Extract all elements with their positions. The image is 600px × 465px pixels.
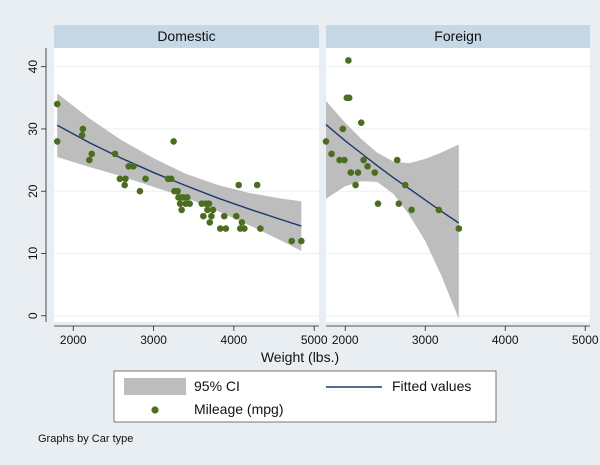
- data-point-domestic: [216, 225, 224, 232]
- data-point-foreign: [408, 206, 415, 214]
- data-point-domestic: [122, 175, 129, 183]
- data-point-domestic: [235, 181, 242, 189]
- fit-line-foreign: [325, 124, 460, 224]
- x-tick-label-foreign: 2000: [332, 333, 359, 347]
- data-point-foreign: [347, 169, 355, 176]
- data-point-domestic: [238, 219, 246, 226]
- legend-ci-label: 95% CI: [194, 378, 240, 394]
- data-point-foreign: [345, 94, 353, 102]
- x-axis-title: Weight (lbs.): [261, 349, 339, 365]
- fit-line-domestic: [56, 124, 302, 227]
- data-point-foreign: [339, 125, 347, 133]
- data-point-foreign: [435, 206, 443, 214]
- y-tick-label: 30: [26, 122, 40, 136]
- legend-points-label: Mileage (mpg): [194, 401, 283, 417]
- panel-header-domestic: [54, 25, 319, 48]
- data-point-foreign: [345, 57, 352, 64]
- data-point-foreign: [336, 156, 343, 164]
- legend-points-swatch: [151, 406, 159, 414]
- data-point-domestic: [121, 181, 128, 189]
- legend-ci-swatch: [124, 378, 186, 395]
- y-tick-label: 10: [26, 247, 40, 261]
- data-point-foreign: [322, 138, 330, 145]
- data-point-domestic: [78, 131, 86, 139]
- data-point-domestic: [130, 163, 137, 170]
- panels: Domestic Foreign: [53, 25, 590, 322]
- data-point-domestic: [200, 212, 207, 220]
- legend-fit-label: Fitted values: [392, 378, 471, 394]
- axes: 2000 3000 4000 5000 2000 3000 4000 5000 0 10 20 30 4…: [26, 48, 599, 347]
- data-point-foreign: [354, 169, 362, 176]
- data-point-domestic: [241, 225, 248, 232]
- data-point-domestic: [222, 225, 230, 232]
- data-point-foreign: [401, 181, 409, 189]
- data-point-foreign: [328, 150, 335, 158]
- data-point-domestic: [232, 212, 240, 220]
- data-point-domestic: [288, 237, 295, 245]
- graphs-by-note: Graphs by Car type: [38, 433, 133, 445]
- data-point-domestic: [176, 200, 184, 207]
- x-tick-label-foreign: 5000: [572, 333, 599, 347]
- data-point-domestic: [111, 150, 119, 158]
- data-point-foreign: [357, 119, 365, 127]
- data-point-domestic: [170, 138, 177, 145]
- data-point-domestic: [88, 150, 96, 158]
- data-point-foreign: [374, 200, 382, 207]
- data-point-domestic: [298, 237, 305, 245]
- y-tick-label: 40: [26, 60, 40, 74]
- x-tick-label-foreign: 3000: [412, 333, 439, 347]
- data-point-domestic: [125, 163, 132, 170]
- data-point-domestic: [184, 194, 191, 201]
- data-point-foreign: [395, 200, 403, 207]
- x-tick-label-foreign: 4000: [492, 333, 519, 347]
- data-point-domestic: [253, 181, 261, 189]
- data-point-foreign: [371, 169, 379, 176]
- data-point-foreign: [364, 163, 371, 170]
- data-point-domestic: [79, 125, 87, 133]
- data-point-domestic: [53, 100, 61, 108]
- x-tick-label-domestic: 4000: [221, 333, 248, 347]
- panel-title-domestic: Domestic: [157, 28, 215, 44]
- data-point-domestic: [53, 138, 61, 145]
- data-point-domestic: [204, 206, 211, 214]
- y-tick-label: 20: [26, 184, 40, 198]
- ci-band-foreign: [326, 100, 459, 319]
- data-point-domestic: [116, 175, 124, 183]
- x-tick-label-domestic: 5000: [301, 333, 328, 347]
- data-point-foreign: [393, 156, 401, 164]
- data-point-domestic: [257, 225, 264, 232]
- data-point-foreign: [455, 225, 463, 232]
- data-point-domestic: [136, 187, 144, 195]
- data-point-domestic: [186, 200, 194, 207]
- data-point-domestic: [220, 212, 228, 220]
- data-point-domestic: [208, 212, 215, 220]
- data-point-domestic: [167, 175, 175, 183]
- y-tick-label: 0: [26, 312, 40, 319]
- panel-header-foreign: [326, 25, 590, 48]
- data-point-domestic: [206, 219, 214, 226]
- data-point-domestic: [174, 187, 181, 195]
- data-point-domestic: [86, 156, 93, 164]
- legend: 95% CI Fitted values Mileage (mpg): [113, 370, 497, 423]
- x-tick-label-domestic: 2000: [60, 333, 87, 347]
- data-point-foreign: [352, 181, 359, 189]
- panel-foreign: Foreign: [322, 25, 590, 322]
- data-point-domestic: [178, 206, 185, 214]
- data-point-domestic: [205, 200, 213, 207]
- panel-domestic: Domestic: [53, 25, 319, 322]
- x-tick-label-domestic: 3000: [140, 333, 167, 347]
- ci-band-domestic: [57, 93, 302, 252]
- data-point-domestic: [142, 175, 149, 183]
- data-point-foreign: [360, 156, 367, 164]
- data-point-foreign: [341, 156, 348, 164]
- panel-title-foreign: Foreign: [434, 28, 481, 44]
- data-point-domestic: [209, 206, 217, 214]
